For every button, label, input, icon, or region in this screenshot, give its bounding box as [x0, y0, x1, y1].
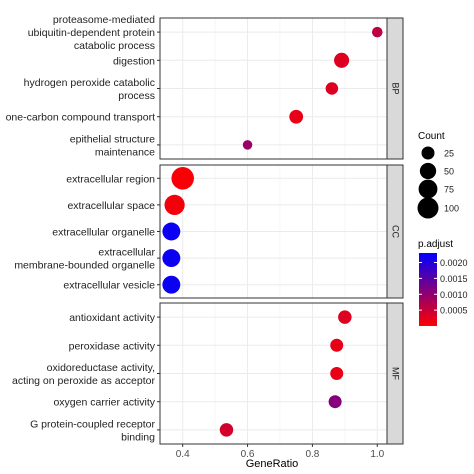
- size-legend-label: 50: [444, 167, 454, 177]
- term-label: peroxidase activity: [69, 340, 156, 352]
- x-axis-label: GeneRatio: [246, 458, 299, 470]
- color-legend-bar: [419, 253, 437, 326]
- term-label: epithelial structure maintenance: [70, 133, 155, 158]
- term-label: extracellular membrane-bounded organelle: [14, 247, 155, 272]
- size-legend-dot: [418, 179, 438, 199]
- data-point: [372, 26, 383, 38]
- term-label: one-carbon compound transport: [6, 112, 156, 124]
- term-label: antioxidant activity: [69, 312, 156, 324]
- x-axis: 0.4 0.6 0.8 1.0: [176, 444, 385, 460]
- color-legend-label: 0.0020: [440, 258, 468, 268]
- term-label: proteasome-mediated ubiquitin-dependent p…: [28, 14, 155, 52]
- facet-panels: proteasome-mediated ubiquitin-dependent p…: [6, 14, 404, 445]
- color-legend-label: 0.0005: [440, 306, 468, 316]
- size-legend-title: Count: [418, 131, 445, 142]
- facet-strip-label: BP: [391, 82, 401, 94]
- term-label: oxygen carrier activity: [53, 397, 155, 409]
- term-label: extracellular space: [67, 200, 155, 212]
- color-legend-label: 0.0015: [440, 274, 468, 284]
- data-point: [219, 423, 234, 437]
- term-label: digestion: [113, 55, 155, 67]
- data-point: [171, 167, 194, 190]
- term-label: extracellular region: [66, 173, 155, 185]
- facet-strip: [386, 302, 404, 445]
- data-point: [162, 249, 181, 268]
- size-legend-label: 75: [444, 185, 454, 195]
- color-legend: p.adjust 0.0020 0.0015 0.0010 0.0005: [418, 239, 468, 326]
- facet-panel-bp: proteasome-mediated ubiquitin-dependent p…: [6, 14, 404, 160]
- data-point: [162, 275, 181, 294]
- term-label: oxidoreductase activity, acting on peroxi…: [12, 362, 156, 387]
- x-tick-label: 0.6: [241, 449, 255, 460]
- data-point: [330, 338, 344, 352]
- facet-strip: [386, 164, 404, 299]
- facet-strip-label: MF: [391, 367, 401, 380]
- facet-panel-cc: extracellular region extracellular space e…: [14, 164, 404, 299]
- term-label: extracellular organelle: [52, 227, 155, 239]
- size-legend: Count 25 50 75 100: [417, 131, 459, 219]
- facet-strip: [386, 17, 404, 160]
- x-tick-label: 0.4: [176, 449, 190, 460]
- x-tick-label: 1.0: [370, 449, 384, 460]
- data-point: [164, 194, 185, 215]
- size-legend-dot: [417, 197, 439, 219]
- term-label: G protein-coupled receptor binding: [30, 418, 155, 443]
- size-legend-dot: [419, 162, 437, 180]
- size-legend-label: 25: [444, 149, 454, 159]
- data-point: [162, 222, 181, 241]
- data-point: [330, 367, 344, 380]
- data-point: [334, 52, 350, 68]
- term-label: hydrogen peroxide catabolic process: [24, 77, 155, 102]
- size-legend-label: 100: [444, 204, 459, 214]
- data-point: [328, 395, 342, 409]
- size-legend-dot: [421, 146, 435, 160]
- data-point: [325, 82, 339, 95]
- color-legend-label: 0.0010: [440, 290, 468, 300]
- x-tick-label: 0.8: [305, 449, 319, 460]
- term-label: extracellular vesicle: [63, 280, 155, 292]
- data-point: [242, 140, 253, 150]
- data-point: [338, 310, 352, 324]
- facet-strip-label: CC: [391, 225, 401, 238]
- data-point: [289, 109, 304, 124]
- color-legend-title: p.adjust: [418, 239, 453, 250]
- facet-panel-mf: antioxidant activity peroxidase activity o…: [12, 302, 404, 445]
